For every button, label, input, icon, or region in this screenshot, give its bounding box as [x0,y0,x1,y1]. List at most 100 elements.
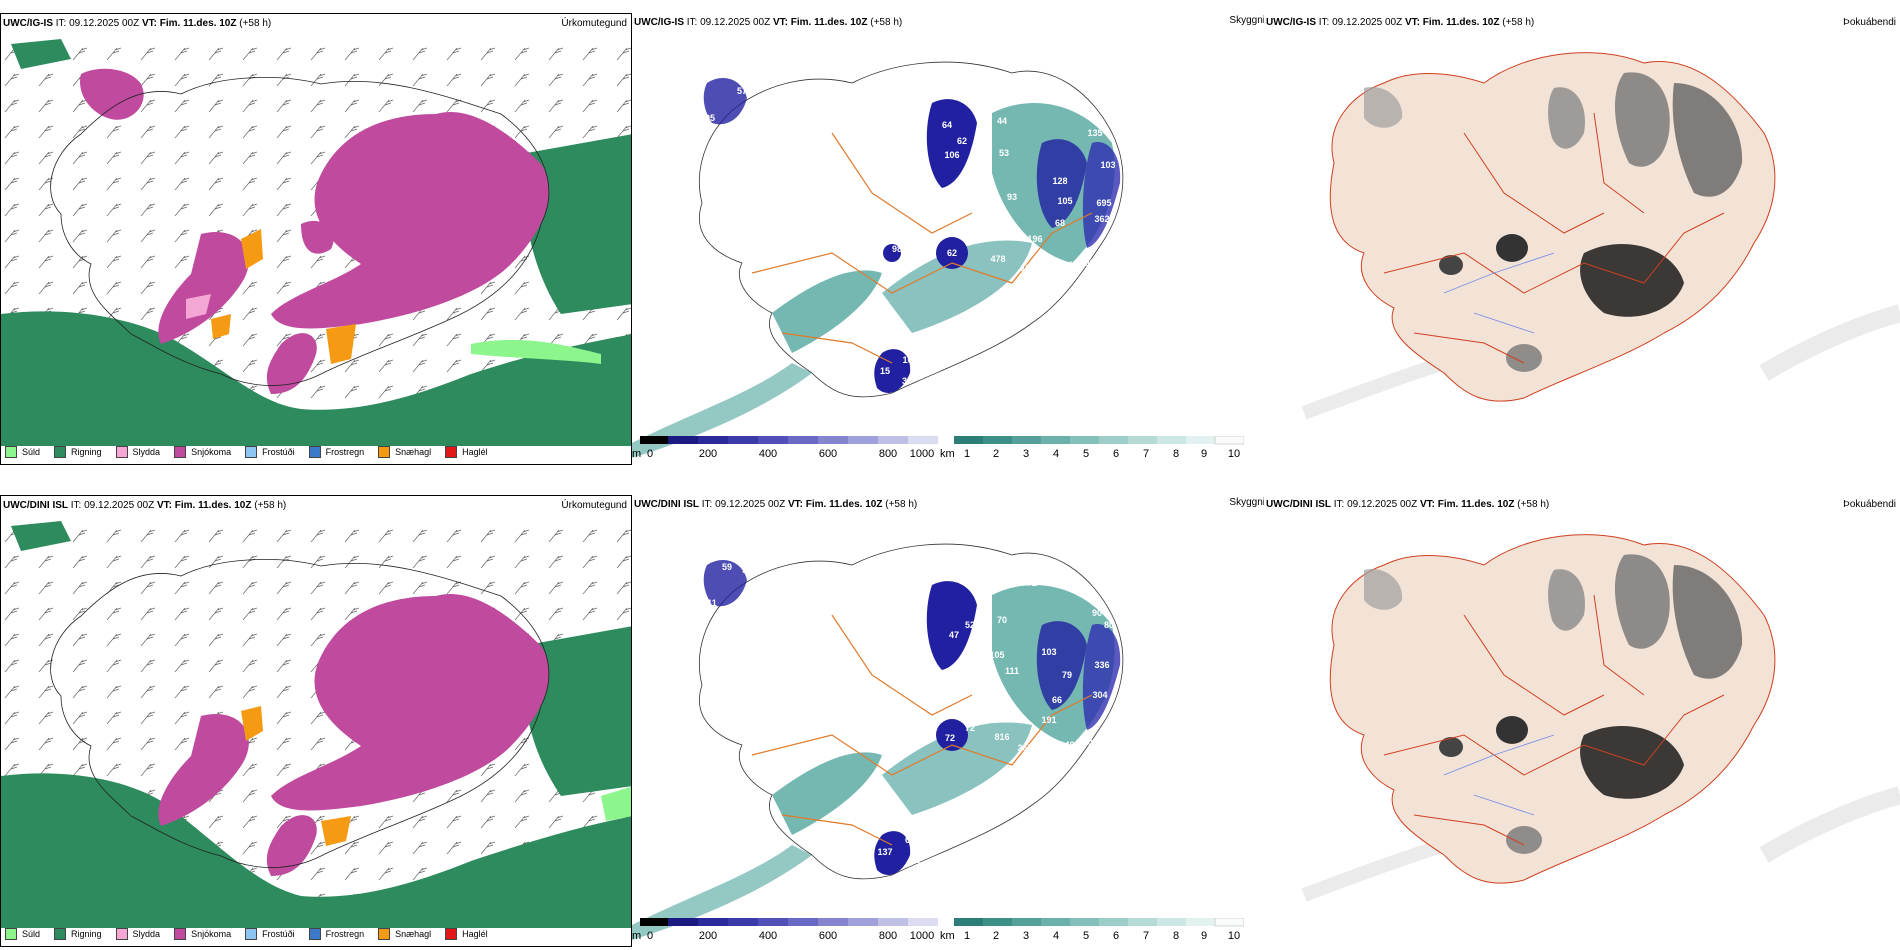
elevation-colorbar: m 0 200 400 600 800 1000 [632,918,939,944]
precip-type-map [1,34,631,446]
value-label: 95 [704,113,716,123]
colorbar-tick: 200 [698,448,718,460]
value-label: 103 [1100,160,1116,170]
vt-value: Fim. 11.des. 10Z [790,17,868,28]
value-label: 44 [996,116,1008,126]
visibility-map [632,61,1124,458]
fog-map [1301,52,1900,420]
vt-label: VT: [1404,17,1420,28]
value-label: 304 [1092,690,1108,700]
value-label: 103 [1041,647,1057,657]
value-label: 695 [1096,198,1112,208]
value-label: 83 [1118,608,1130,618]
colorbar-tick: 400 [758,930,778,942]
legend-item: Haglél [445,446,488,458]
value-label: 560 [716,68,732,78]
legend-item: Snjókoma [174,446,231,458]
panel-title: Þokuábendi [1843,499,1896,510]
rivers [1443,734,1555,816]
value-label: 424 [1129,165,1145,175]
colorbar-tick: 5 [1082,448,1090,460]
value-label: 137 [877,847,893,857]
legend-item: Haglél [445,928,488,940]
legend-item: Snjókoma [174,928,231,940]
value-label: 196 [1027,234,1043,244]
value-label: 59 [721,562,733,572]
value-label: 105 [1057,196,1073,206]
value-label: 79 [1061,670,1073,680]
it-value: 09.12.2025 00Z [700,17,771,28]
vt-label: VT: [1419,499,1435,510]
colorbar-tick: 8 [1172,448,1180,460]
value-label: 137 [1174,188,1190,198]
panel-title: Skyggni [1229,15,1265,26]
value-label: 62 [956,136,968,146]
value-label: 68 [1054,218,1066,228]
value-label: 15 [879,366,891,376]
snow-area [271,594,550,811]
value-label: 83 [971,160,983,170]
panel-title: Skyggni [1229,497,1265,508]
value-label: 90 [1111,720,1123,730]
snow-area [271,112,550,329]
colorbar-tick: 10 [1227,448,1241,460]
it-label: IT: [1333,499,1345,510]
value-label: 208 [1089,752,1105,762]
colorbar-tick: 10 [1227,930,1241,942]
it-label: IT: [686,17,698,28]
value-label: 265 [1017,743,1033,753]
it-value: 09.12.2025 00Z [69,18,140,29]
colorbar-tick: 400 [758,448,778,460]
colorbar-tick: 9 [1200,930,1208,942]
road-network [751,132,1093,364]
value-label: 148 [1059,740,1075,750]
value-label: 135 [1087,128,1103,138]
precip-type-map [1,516,631,928]
value-label: 130 [1169,660,1185,670]
legend-item: Frostregn [308,446,364,458]
colorbar-tick: 2 [992,448,1000,460]
vt-value: Fim. 11.des. 10Z [159,18,237,29]
visibility-labels-row2: 59 53 11 72 27 47 52 70 79 105 111 90 83… [632,495,1267,947]
visibility-panel-row1: UWC/IG-IS IT: 09.12.2025 00Z VT: Fim. 11… [632,13,1267,465]
legend-item: Frostúði [245,446,295,458]
value-label: 105 [989,650,1005,660]
it-label: IT: [701,499,713,510]
value-label: 105 [1124,645,1140,655]
lead-time: (+58 h) [885,499,918,510]
colorbar-unit: m [632,448,642,460]
colorbar-tick: 6 [1112,448,1120,460]
road-network [751,614,1093,846]
value-label: 271 [1119,262,1135,272]
precip-legend: Súld Rigning Slydda Snjókoma Frostúði Fr… [5,446,488,458]
colorbar-tick: 7 [1142,930,1150,942]
legend-item: Snæhagl [378,446,431,458]
value-label: 64 [941,120,953,130]
vt-label: VT: [156,500,172,511]
value-label: 90 [1091,608,1103,618]
panel-header: UWC/IG-IS IT: 09.12.2025 00Z VT: Fim. 11… [634,17,902,28]
value-label: 53 [741,565,753,575]
value-label: 70 [996,615,1008,625]
value-label: 72 [1026,578,1038,588]
colorbar-tick: 4 [1052,448,1060,460]
legend-item: Frostúði [245,928,295,940]
value-label: 816 [994,732,1010,742]
legend-item: Snæhagl [378,928,431,940]
lead-time: (+58 h) [254,500,287,511]
legend-item: Slydda [115,928,160,940]
colorbar-tick: 600 [818,930,838,942]
value-label: 62 [946,248,958,258]
colorbar-tick: 1 [963,930,971,942]
precip-type-panel-row1: UWC/IG-IS IT: 09.12.2025 00Z VT: Fim. 11… [0,13,632,465]
value-label: 128 [1052,176,1068,186]
panel-header: UWC/DINI ISL IT: 09.12.2025 00Z VT: Fim.… [3,500,286,511]
it-label: IT: [1318,17,1330,28]
it-value: 09.12.2025 00Z [84,500,155,511]
model-name: UWC/IG-IS [1266,17,1316,28]
it-label: IT: [55,18,67,29]
value-label: 35 [901,376,913,386]
value-label: 194 [1104,762,1120,772]
colorbar-tick: 8 [1172,930,1180,942]
vt-label: VT: [772,17,788,28]
